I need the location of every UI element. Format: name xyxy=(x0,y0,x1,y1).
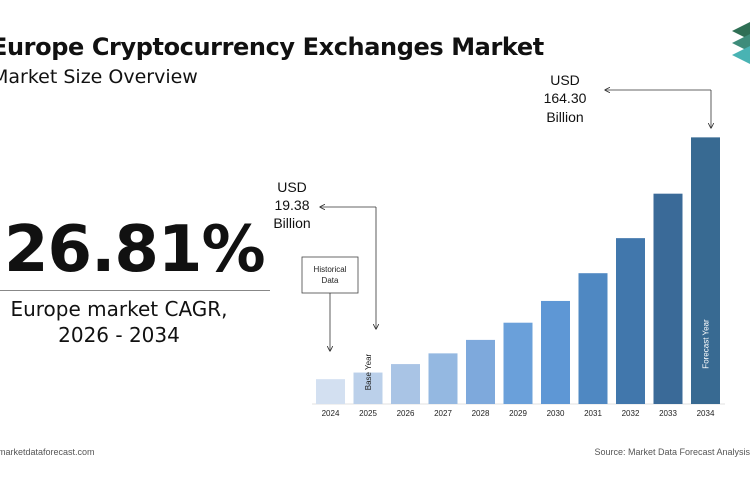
x-tick-2027: 2027 xyxy=(434,409,452,418)
start-value-unit: Billion xyxy=(273,215,310,231)
start-value-prefix: USD xyxy=(277,179,307,195)
x-tick-2032: 2032 xyxy=(622,409,640,418)
x-tick-2030: 2030 xyxy=(547,409,565,418)
bar-2034 xyxy=(691,137,720,405)
historical-data-box xyxy=(301,256,359,294)
x-tick-2028: 2028 xyxy=(472,409,490,418)
bar-2025 xyxy=(353,372,383,404)
x-tick-2034: 2034 xyxy=(697,409,715,418)
forecast-year-label: Forecast Year xyxy=(702,319,711,369)
x-tick-2025: 2025 xyxy=(359,409,377,418)
cagr-label-line1: Europe market CAGR, xyxy=(10,297,228,321)
x-tick-2024: 2024 xyxy=(322,409,340,418)
base-year-label: Base Year xyxy=(364,353,373,390)
divider xyxy=(0,290,270,291)
cagr-label-line2: 2026 - 2034 xyxy=(58,323,180,347)
x-tick-2031: 2031 xyxy=(584,409,602,418)
end-value-unit: Billion xyxy=(546,109,583,125)
end-value-prefix: USD xyxy=(550,72,580,88)
logo-layer-bottom xyxy=(732,46,750,64)
bar-2032 xyxy=(616,238,645,404)
bar-2026 xyxy=(391,364,420,404)
bar-2027 xyxy=(428,353,458,404)
historical-data-label-line1: Historical xyxy=(314,265,347,274)
cagr-label: Europe market CAGR, 2026 - 2034 xyxy=(0,296,238,348)
x-tick-2033: 2033 xyxy=(659,409,677,418)
bars-group: Base Year Forecast Year xyxy=(316,137,720,405)
brand-logo-icon xyxy=(732,22,750,64)
end-value-number: 164.30 xyxy=(544,90,587,106)
logo-layer-middle xyxy=(732,34,750,52)
bar-2029 xyxy=(503,322,533,404)
x-tick-2026: 2026 xyxy=(397,409,415,418)
chart-subtitle: Market Size Overview xyxy=(0,66,198,88)
bar-2028 xyxy=(466,339,495,404)
bar-2024 xyxy=(316,379,345,404)
start-value-number: 19.38 xyxy=(274,197,309,213)
x-tick-labels: 2024 2025 2026 2027 2028 2029 2030 2031 2032 2033… xyxy=(322,409,715,418)
cagr-value: 26.81% xyxy=(4,213,266,287)
bar-2031 xyxy=(578,273,608,404)
logo-layer-top xyxy=(732,22,750,40)
bar-2033 xyxy=(653,193,683,404)
x-tick-2029: 2029 xyxy=(509,409,527,418)
historical-data-label-line2: Data xyxy=(322,276,339,285)
website-footer: marketdataforecast.com xyxy=(0,447,95,457)
bar-2030 xyxy=(541,300,570,404)
chart-title: Europe Cryptocurrency Exchanges Market xyxy=(0,33,544,61)
source-footer: Source: Market Data Forecast Analysis xyxy=(594,447,750,457)
